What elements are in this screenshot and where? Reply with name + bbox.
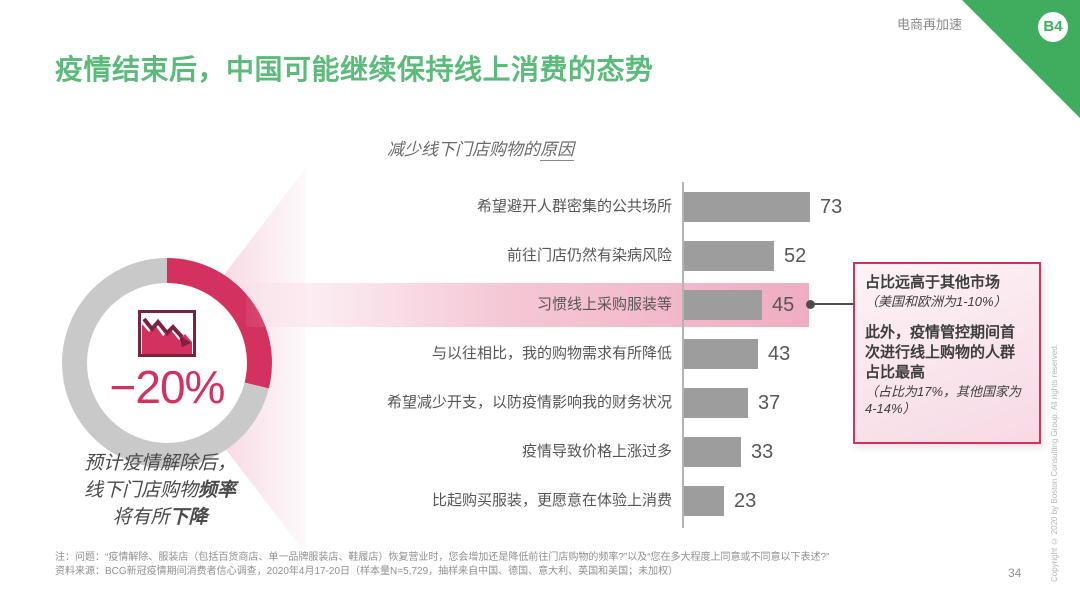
bar-row: 疫情导致价格上涨过多 33 bbox=[0, 437, 1080, 467]
section-badge: B4 bbox=[1038, 12, 1068, 42]
donut-caption-line: 预计疫情解除后， bbox=[83, 453, 236, 474]
bar-label: 疫情导致价格上涨过多 bbox=[521, 443, 672, 460]
callout-subnote-2: （占比为17%，其他国家为4-14%） bbox=[865, 384, 1022, 416]
donut-caption-line: 线下门店购物频率 bbox=[83, 480, 237, 501]
bar-value: 52 bbox=[784, 245, 807, 267]
bar-value: 73 bbox=[820, 196, 843, 218]
bar bbox=[684, 290, 762, 320]
bar-label: 前往门店仍然有染病风险 bbox=[506, 247, 672, 264]
chart-title-underline: 原因 bbox=[540, 140, 574, 161]
connector-line bbox=[814, 303, 854, 305]
donut-value-label: −20% bbox=[109, 361, 226, 413]
bar-label: 希望避开人群密集的公共场所 bbox=[476, 198, 672, 215]
bar bbox=[684, 437, 741, 467]
bar-value: 43 bbox=[768, 343, 791, 365]
chart-title: 减少线下门店购物的原因 bbox=[387, 140, 574, 161]
bar-label: 与以往相比，我的购物需求有所降低 bbox=[431, 345, 672, 362]
page-title: 疫情结束后，中国可能继续保持线上消费的态势 bbox=[55, 54, 654, 85]
bar-value: 45 bbox=[772, 294, 795, 316]
connector-dot bbox=[806, 300, 815, 309]
bar-row: 希望避开人群密集的公共场所 73 bbox=[0, 192, 1080, 222]
declining-chart-icon bbox=[138, 310, 196, 357]
page-number: 34 bbox=[1008, 566, 1022, 580]
bar-value: 33 bbox=[751, 441, 774, 463]
footnote-line: 资料来源：BCG新冠疫情期间消费者信心调查，2020年4月17-20日（样本量N… bbox=[55, 566, 679, 577]
bar bbox=[684, 388, 748, 418]
bar-label: 习惯线上采购服装等 bbox=[536, 296, 672, 313]
copyright-text: Copyright © 2020 by Boston Consulting Gr… bbox=[1050, 343, 1059, 582]
section-tag: 电商再加速 bbox=[896, 17, 962, 32]
callout-box: 占比远高于其他市场 （美国和欧洲为1-10%） 此外，疫情管控期间首次进行线上购… bbox=[853, 262, 1041, 444]
donut-chart: −20% bbox=[62, 258, 272, 468]
bar-value: 37 bbox=[758, 392, 781, 414]
bar-row: 与以往相比，我的购物需求有所降低 43 bbox=[0, 339, 1080, 369]
callout-headline-2: 此外，疫情管控期间首次进行线上购物的人群占比最高 bbox=[865, 324, 1016, 381]
bar bbox=[684, 241, 774, 271]
bar-row: 习惯线上采购服装等 45 bbox=[0, 290, 1080, 320]
bar-label: 希望减少开支，以防疫情影响我的财务状况 bbox=[386, 394, 672, 411]
chart-axis bbox=[682, 182, 684, 528]
bar-value: 23 bbox=[734, 490, 757, 512]
bar bbox=[684, 192, 810, 222]
callout-headline: 占比远高于其他市场 bbox=[865, 274, 1001, 291]
donut-hole bbox=[87, 283, 247, 443]
bar bbox=[684, 339, 758, 369]
bar-row: 前往门店仍然有染病风险 52 bbox=[0, 241, 1080, 271]
bar-row: 希望减少开支，以防疫情影响我的财务状况 37 bbox=[0, 388, 1080, 418]
footnotes: 注：问题：“疫情解除、服装店（包括百货商店、单一品牌服装店、鞋履店）恢复营业时，… bbox=[55, 551, 829, 579]
bar bbox=[684, 486, 724, 516]
donut-caption-line: 将有所下降 bbox=[112, 507, 208, 528]
bar-row: 比起购买服装，更愿意在体验上消费 23 bbox=[0, 486, 1080, 516]
donut-caption: 预计疫情解除后， 线下门店购物频率 将有所下降 bbox=[15, 450, 305, 531]
bar-chart-rows: 希望避开人群密集的公共场所 73 前往门店仍然有染病风险 52 习惯线上采购服装等 45 与… bbox=[0, 192, 1080, 532]
callout-subnote: （美国和欧洲为1-10%） bbox=[865, 294, 1007, 309]
bar-label: 比起购买服装，更愿意在体验上消费 bbox=[431, 492, 672, 509]
footnote-line: 注：问题：“疫情解除、服装店（包括百货商店、单一品牌服装店、鞋履店）恢复营业时，… bbox=[55, 552, 830, 563]
